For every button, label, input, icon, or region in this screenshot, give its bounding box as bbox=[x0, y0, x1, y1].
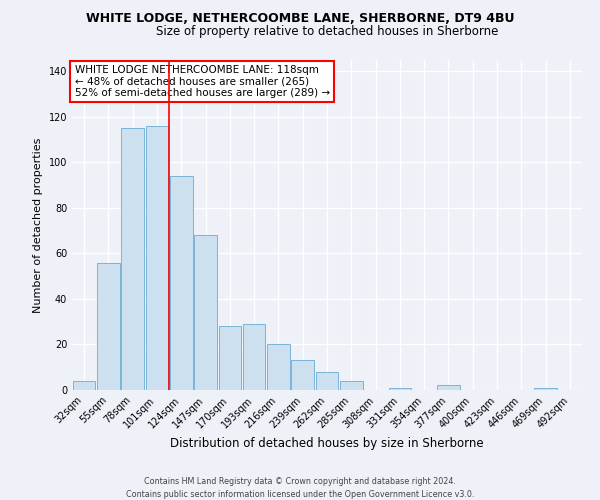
Bar bbox=[267, 344, 290, 390]
Text: WHITE LODGE, NETHERCOOMBE LANE, SHERBORNE, DT9 4BU: WHITE LODGE, NETHERCOOMBE LANE, SHERBORN… bbox=[86, 12, 514, 26]
Title: Size of property relative to detached houses in Sherborne: Size of property relative to detached ho… bbox=[156, 25, 498, 38]
Text: Contains HM Land Registry data © Crown copyright and database right 2024.
Contai: Contains HM Land Registry data © Crown c… bbox=[126, 478, 474, 499]
Bar bbox=[97, 262, 120, 390]
Bar bbox=[243, 324, 265, 390]
Bar bbox=[316, 372, 338, 390]
Bar bbox=[534, 388, 557, 390]
X-axis label: Distribution of detached houses by size in Sherborne: Distribution of detached houses by size … bbox=[170, 436, 484, 450]
Bar bbox=[340, 381, 362, 390]
Bar bbox=[389, 388, 411, 390]
Bar bbox=[194, 235, 217, 390]
Bar bbox=[146, 126, 168, 390]
Bar bbox=[73, 381, 95, 390]
Y-axis label: Number of detached properties: Number of detached properties bbox=[33, 138, 43, 312]
Bar bbox=[121, 128, 144, 390]
Text: WHITE LODGE NETHERCOOMBE LANE: 118sqm
← 48% of detached houses are smaller (265): WHITE LODGE NETHERCOOMBE LANE: 118sqm ← … bbox=[74, 65, 329, 98]
Bar bbox=[218, 326, 241, 390]
Bar bbox=[292, 360, 314, 390]
Bar bbox=[437, 386, 460, 390]
Bar bbox=[170, 176, 193, 390]
